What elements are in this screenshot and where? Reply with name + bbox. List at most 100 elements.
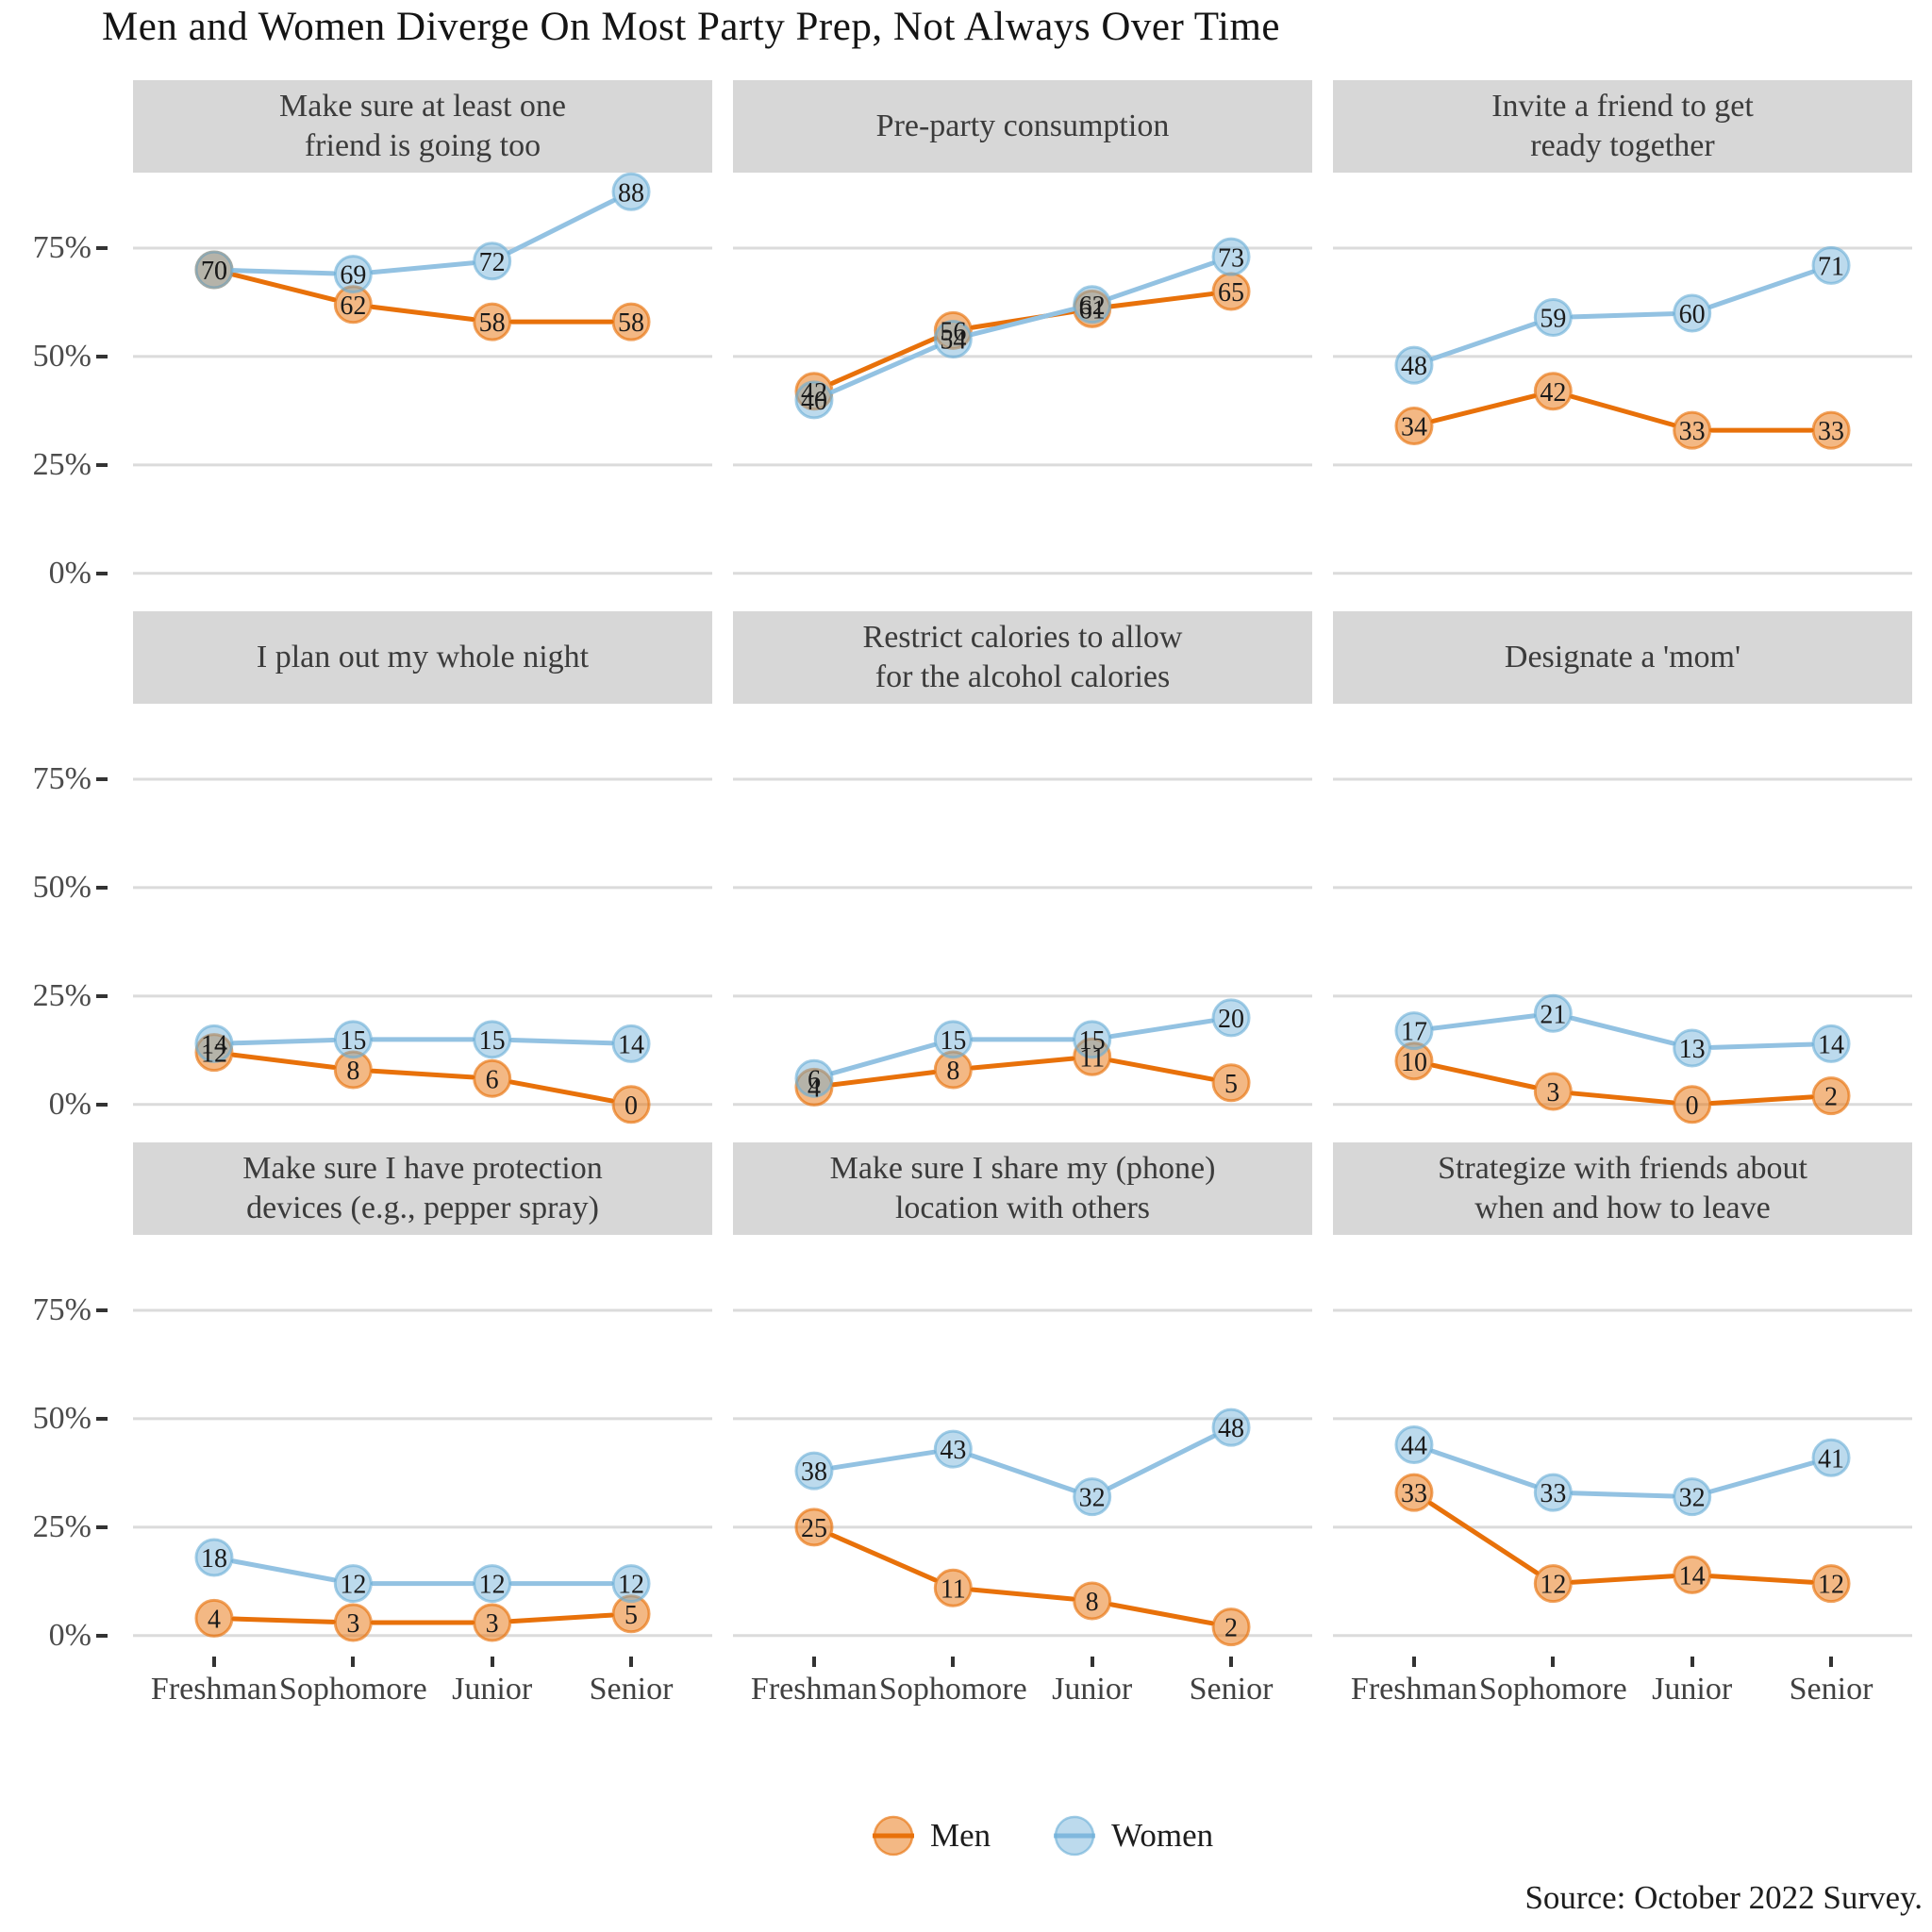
men-point xyxy=(1533,1564,1573,1604)
women-point xyxy=(1673,1477,1712,1517)
legend-men-key xyxy=(873,1815,914,1857)
women-value-label: 18 xyxy=(201,1544,227,1574)
men-line-segment xyxy=(1108,1602,1214,1626)
page-title: Men and Women Diverge On Most Party Prep… xyxy=(102,5,1280,49)
men-point xyxy=(473,1058,512,1098)
x-axis-label: Senior xyxy=(1189,1672,1274,1707)
women-point xyxy=(1811,1438,1851,1477)
women-value-label: 33 xyxy=(1540,1479,1566,1508)
men-value-label: 25 xyxy=(801,1514,827,1543)
facet-title: Invite a friend to get ready together xyxy=(1491,89,1754,163)
women-point xyxy=(1073,285,1112,325)
women-value-label: 20 xyxy=(1218,1005,1244,1034)
men-point xyxy=(1394,1473,1434,1512)
men-point xyxy=(194,1598,234,1638)
men-value-label: 58 xyxy=(618,308,644,338)
women-value-label: 21 xyxy=(1540,1000,1566,1029)
men-point xyxy=(1211,1063,1251,1103)
facet-strip: Make sure I have protection devices (e.g… xyxy=(133,1142,712,1235)
men-value-label: 2 xyxy=(1824,1083,1838,1112)
men-point xyxy=(194,1033,234,1073)
y-axis-tick xyxy=(96,885,108,890)
men-value-label: 6 xyxy=(486,1065,499,1094)
y-axis-label: 75% xyxy=(32,760,92,796)
women-line-segment xyxy=(831,1449,937,1471)
men-value-label: 8 xyxy=(1086,1588,1099,1617)
men-line-segment xyxy=(230,272,337,303)
y-axis-label: 50% xyxy=(32,338,92,374)
men-value-label: 62 xyxy=(340,291,366,321)
men-point xyxy=(1211,1607,1251,1647)
y-axis-label: 75% xyxy=(32,1291,92,1327)
women-line-segment xyxy=(1708,1460,1815,1494)
x-axis-label: Junior xyxy=(1652,1672,1733,1707)
legend-women-label: Women xyxy=(1111,1817,1214,1854)
men-line-segment xyxy=(1570,1091,1675,1106)
facet-strip: I plan out my whole night xyxy=(133,611,712,704)
women-value-label: 6 xyxy=(808,1065,821,1094)
y-axis-label: 50% xyxy=(32,1400,92,1436)
women-line-segment xyxy=(1570,1491,1675,1499)
y-axis-label: 25% xyxy=(32,977,92,1013)
men-value-label: 11 xyxy=(941,1574,966,1604)
women-point xyxy=(794,380,834,420)
women-value-label: 14 xyxy=(201,1030,227,1059)
women-point xyxy=(473,242,512,281)
women-point xyxy=(933,1020,973,1059)
women-value-label: 48 xyxy=(1401,352,1427,381)
women-value-label: 12 xyxy=(340,1571,366,1600)
x-axis-tick xyxy=(490,1657,494,1667)
women-line-segment xyxy=(507,198,616,255)
y-axis-tick xyxy=(96,245,108,250)
women-point xyxy=(1073,1020,1112,1059)
facet-strip: Make sure at least one friend is going t… xyxy=(133,80,712,173)
x-axis-label: Freshman xyxy=(1350,1672,1477,1707)
men-value-label: 4 xyxy=(208,1605,221,1634)
y-axis-label: 25% xyxy=(32,1508,92,1544)
men-value-label: 58 xyxy=(479,308,506,338)
men-value-label: 61 xyxy=(1079,295,1106,325)
men-line-segment xyxy=(970,1056,1075,1071)
women-value-label: 54 xyxy=(940,326,966,356)
y-axis-label: 50% xyxy=(32,869,92,905)
men-line-segment xyxy=(231,1616,336,1624)
men-point xyxy=(611,1085,651,1124)
x-axis-tick xyxy=(951,1657,956,1667)
women-point xyxy=(1211,237,1251,276)
x-axis-label: Freshman xyxy=(750,1672,877,1707)
women-point xyxy=(1533,1473,1573,1512)
men-line-segment xyxy=(1570,393,1675,427)
men-point xyxy=(1533,372,1573,411)
women-point xyxy=(194,1024,234,1063)
women-line-segment xyxy=(231,1558,337,1583)
men-value-label: 3 xyxy=(346,1609,359,1639)
women-point xyxy=(473,1564,512,1604)
men-value-label: 3 xyxy=(1546,1078,1559,1108)
men-line-segment xyxy=(509,1612,614,1624)
men-point xyxy=(333,1050,373,1090)
facet-title: Strategize with friends about when and h… xyxy=(1438,1151,1807,1225)
x-axis-tick xyxy=(211,1657,216,1667)
women-line-segment xyxy=(509,1037,614,1046)
men-line-segment xyxy=(829,1532,938,1583)
women-value-label: 15 xyxy=(940,1026,966,1056)
men-point xyxy=(794,1067,834,1107)
women-point xyxy=(1073,1477,1112,1517)
women-value-label: 62 xyxy=(1079,291,1106,321)
men-value-label: 12 xyxy=(1540,1571,1566,1600)
women-point xyxy=(194,250,234,290)
x-axis-tick xyxy=(1551,1657,1556,1667)
men-line-segment xyxy=(1430,393,1537,424)
facet-plot: 12 8 6 0 14 15 15 14 xyxy=(133,777,712,1124)
women-line-segment xyxy=(1430,1448,1537,1489)
men-value-label: 8 xyxy=(346,1057,359,1086)
y-axis-label: 0% xyxy=(48,1617,92,1653)
y-axis-label: 75% xyxy=(32,229,92,265)
women-point xyxy=(933,320,973,359)
men-point xyxy=(333,1603,373,1642)
women-point xyxy=(1394,345,1434,385)
women-value-label: 12 xyxy=(479,1571,506,1600)
facet-strip: Restrict calories to allow for the alcoh… xyxy=(733,611,1312,704)
men-point xyxy=(1811,1564,1851,1604)
x-axis-tick xyxy=(629,1657,634,1667)
